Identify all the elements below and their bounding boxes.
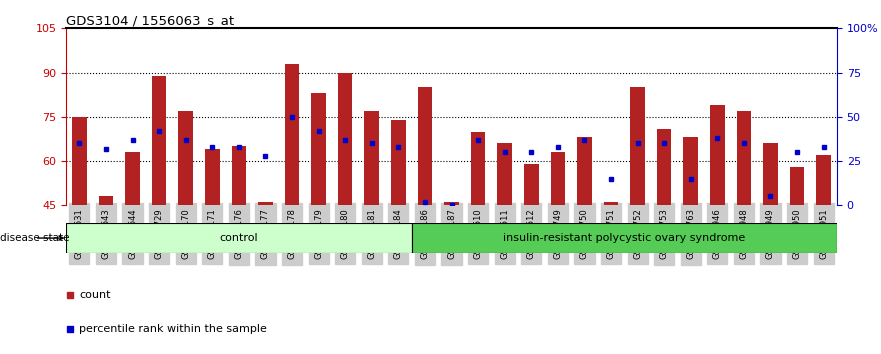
Bar [763,143,778,205]
Bar [710,105,725,205]
Bar [72,117,86,205]
Bar [630,87,645,205]
Bar [498,143,512,205]
Bar [737,111,751,205]
Bar [411,223,837,253]
Bar [338,73,352,205]
Bar [66,223,411,253]
Text: percentile rank within the sample: percentile rank within the sample [79,324,267,334]
Bar [684,137,698,205]
Bar [470,132,485,205]
Bar [205,149,219,205]
Text: count: count [79,290,111,300]
Bar [418,87,433,205]
Bar [232,146,246,205]
Bar [789,167,804,205]
Text: insulin-resistant polycystic ovary syndrome: insulin-resistant polycystic ovary syndr… [503,233,745,243]
Bar [285,64,300,205]
Bar [365,111,379,205]
Bar [524,164,538,205]
Text: GDS3104 / 1556063_s_at: GDS3104 / 1556063_s_at [66,14,234,27]
Bar [603,202,618,205]
Bar [258,202,273,205]
Bar [99,196,114,205]
Bar [152,75,167,205]
Bar [311,93,326,205]
Bar [444,202,459,205]
Bar [817,155,831,205]
Bar [125,152,140,205]
Text: control: control [219,233,258,243]
Bar [178,111,193,205]
Text: disease state: disease state [0,233,70,243]
Bar [577,137,592,205]
Bar [391,120,405,205]
Bar [551,152,565,205]
Bar [657,129,671,205]
